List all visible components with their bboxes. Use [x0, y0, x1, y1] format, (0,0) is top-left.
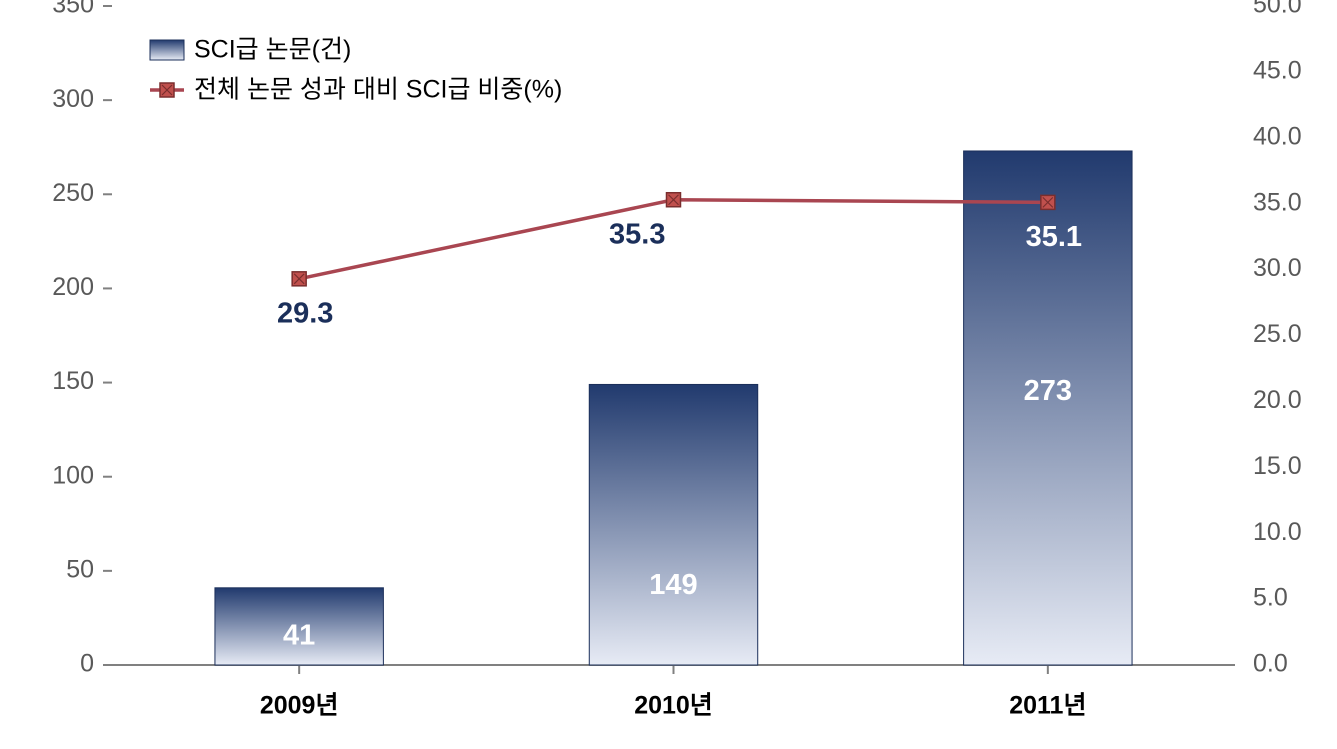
y-right-tick-label: 45.0 [1253, 57, 1302, 85]
line-value-label: 35.1 [1026, 221, 1082, 253]
x-axis-category-label: 2010년 [634, 692, 713, 720]
y-left-tick-label: 0 [80, 650, 94, 678]
x-axis-category-label: 2009년 [260, 692, 339, 720]
y-left-tick-label: 100 [52, 461, 94, 489]
bar-value-label: 149 [649, 569, 697, 601]
y-left-tick-label: 200 [52, 273, 94, 301]
y-right-tick-label: 20.0 [1253, 386, 1302, 414]
legend: SCI급 논문(건) 전체 논문 성과 대비 SCI급 비중(%) [150, 36, 562, 104]
line-value-label: 35.3 [609, 218, 665, 250]
line-marker [292, 272, 306, 286]
y-right-tick-label: 0.0 [1253, 650, 1288, 678]
y-left-tick-label: 300 [52, 85, 94, 113]
y-left-tick-label: 350 [52, 0, 94, 19]
x-axis-category-label: 2011년 [1009, 692, 1086, 720]
legend-label-bars: SCI급 논문(건) [194, 36, 351, 64]
y-right-tick-label: 25.0 [1253, 320, 1302, 348]
y-left-tick-label: 150 [52, 367, 94, 395]
y-left-tick-label: 50 [66, 555, 94, 583]
y-right-tick-label: 30.0 [1253, 254, 1302, 282]
line-series [299, 200, 1048, 279]
y-right-tick-label: 10.0 [1253, 518, 1302, 546]
line-marker [1041, 195, 1055, 209]
line-marker [667, 193, 681, 207]
line-value-label: 29.3 [277, 297, 333, 329]
y-right-tick-label: 40.0 [1253, 122, 1302, 150]
chart-container: 0 50 100 150 200 250 300 350 0.0 5.0 10.0 15.0 20.0 2… [0, 0, 1337, 749]
y-right-tick-label: 50.0 [1253, 0, 1302, 19]
y-right-tick-label: 5.0 [1253, 584, 1288, 612]
bar-value-label: 41 [283, 620, 315, 652]
bar [589, 384, 757, 665]
y-left-tick-label: 250 [52, 179, 94, 207]
y-right-tick-label: 35.0 [1253, 188, 1302, 216]
y-right-tick-label: 15.0 [1253, 452, 1302, 480]
line-marker [160, 83, 174, 97]
combo-chart: 0 50 100 150 200 250 300 350 0.0 5.0 10.0 15.0 20.0 2… [0, 0, 1337, 749]
bar-value-label: 273 [1024, 375, 1072, 407]
legend-label-line: 전체 논문 성과 대비 SCI급 비중(%) [194, 76, 562, 104]
